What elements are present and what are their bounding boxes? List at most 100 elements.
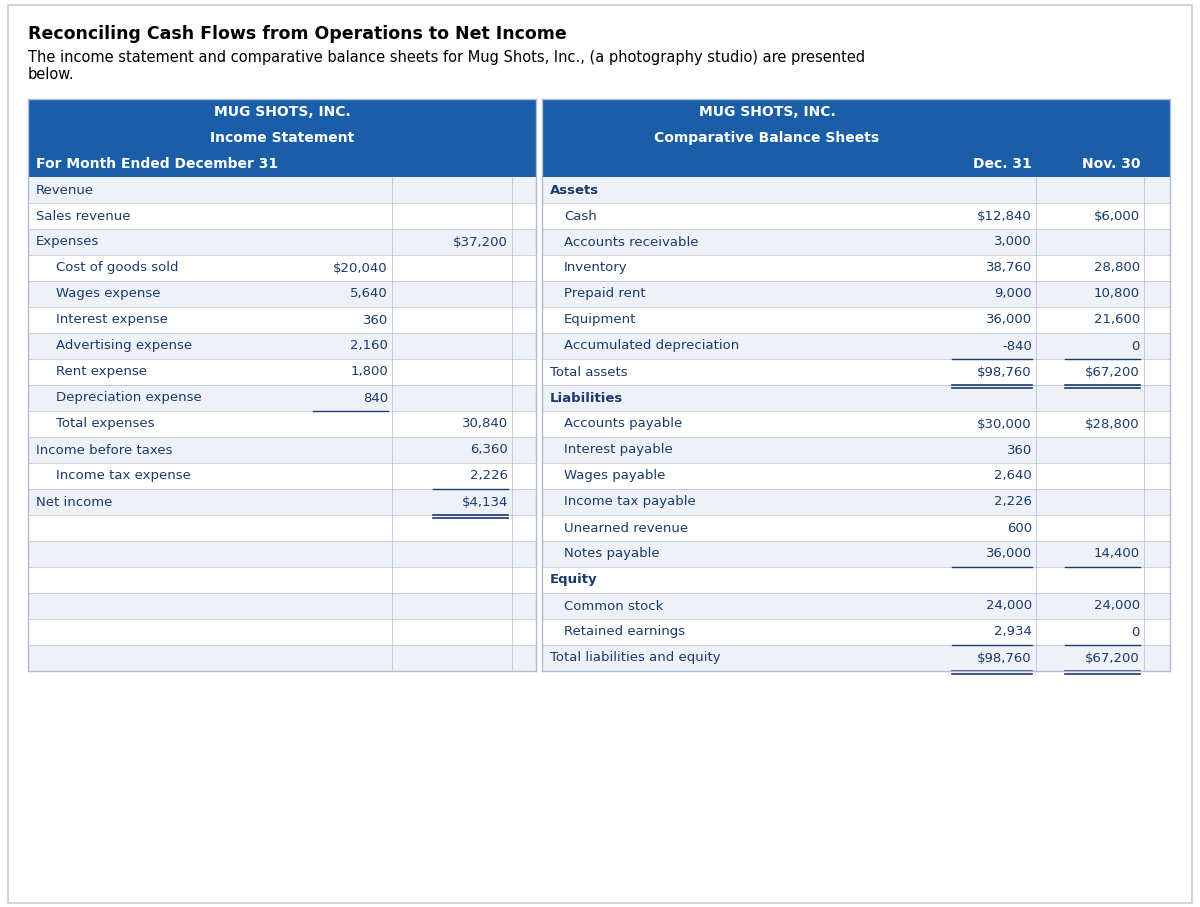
FancyBboxPatch shape [542, 541, 1170, 567]
Text: MUG SHOTS, INC.: MUG SHOTS, INC. [214, 105, 350, 119]
FancyBboxPatch shape [542, 593, 1170, 619]
Text: $6,000: $6,000 [1094, 210, 1140, 222]
FancyBboxPatch shape [542, 229, 1170, 255]
Text: Retained earnings: Retained earnings [564, 626, 685, 639]
Text: $20,040: $20,040 [334, 261, 388, 275]
Text: 14,400: 14,400 [1094, 548, 1140, 561]
FancyBboxPatch shape [542, 385, 1170, 411]
Text: $12,840: $12,840 [977, 210, 1032, 222]
Text: below.: below. [28, 67, 74, 82]
Text: Cash: Cash [564, 210, 596, 222]
FancyBboxPatch shape [542, 359, 1170, 385]
Text: 36,000: 36,000 [986, 314, 1032, 327]
FancyBboxPatch shape [542, 489, 1170, 515]
Text: 3,000: 3,000 [995, 236, 1032, 249]
FancyBboxPatch shape [542, 463, 1170, 489]
FancyBboxPatch shape [542, 619, 1170, 645]
Text: $98,760: $98,760 [977, 651, 1032, 665]
Text: Accounts payable: Accounts payable [564, 417, 683, 431]
Text: 30,840: 30,840 [462, 417, 508, 431]
Text: $67,200: $67,200 [1085, 366, 1140, 378]
Text: 2,934: 2,934 [994, 626, 1032, 639]
FancyBboxPatch shape [542, 203, 1170, 229]
FancyBboxPatch shape [28, 307, 536, 333]
Text: 6,360: 6,360 [470, 444, 508, 456]
Text: Depreciation expense: Depreciation expense [56, 392, 202, 405]
FancyBboxPatch shape [28, 593, 536, 619]
Text: 840: 840 [362, 392, 388, 405]
Text: Nov. 30: Nov. 30 [1081, 157, 1140, 171]
Text: Wages expense: Wages expense [56, 288, 161, 300]
Text: Interest expense: Interest expense [56, 314, 168, 327]
Text: $28,800: $28,800 [1085, 417, 1140, 431]
Text: Unearned revenue: Unearned revenue [564, 522, 688, 534]
FancyBboxPatch shape [28, 385, 536, 411]
Text: Assets: Assets [550, 183, 599, 197]
Text: 38,760: 38,760 [985, 261, 1032, 275]
FancyBboxPatch shape [28, 359, 536, 385]
FancyBboxPatch shape [28, 333, 536, 359]
Text: 21,600: 21,600 [1093, 314, 1140, 327]
Text: Inventory: Inventory [564, 261, 628, 275]
Text: 2,640: 2,640 [995, 470, 1032, 483]
Text: $98,760: $98,760 [977, 366, 1032, 378]
FancyBboxPatch shape [542, 437, 1170, 463]
Text: Income Statement: Income Statement [210, 131, 354, 145]
Text: 0: 0 [1132, 626, 1140, 639]
FancyBboxPatch shape [542, 255, 1170, 281]
Text: Interest payable: Interest payable [564, 444, 673, 456]
Text: Total assets: Total assets [550, 366, 628, 378]
Text: Expenses: Expenses [36, 236, 100, 249]
FancyBboxPatch shape [542, 333, 1170, 359]
FancyBboxPatch shape [28, 255, 536, 281]
Text: 600: 600 [1007, 522, 1032, 534]
FancyBboxPatch shape [542, 645, 1170, 671]
FancyBboxPatch shape [542, 411, 1170, 437]
Text: Comparative Balance Sheets: Comparative Balance Sheets [654, 131, 880, 145]
Text: Equity: Equity [550, 573, 598, 587]
Text: For Month Ended December 31: For Month Ended December 31 [36, 157, 278, 171]
Text: Wages payable: Wages payable [564, 470, 665, 483]
Text: Income before taxes: Income before taxes [36, 444, 173, 456]
Text: Dec. 31: Dec. 31 [973, 157, 1032, 171]
Text: Net income: Net income [36, 495, 113, 509]
FancyBboxPatch shape [28, 567, 536, 593]
Text: 9,000: 9,000 [995, 288, 1032, 300]
Text: Advertising expense: Advertising expense [56, 339, 192, 353]
Text: 2,226: 2,226 [470, 470, 508, 483]
FancyBboxPatch shape [28, 281, 536, 307]
Text: 360: 360 [362, 314, 388, 327]
Text: 1,800: 1,800 [350, 366, 388, 378]
FancyBboxPatch shape [28, 645, 536, 671]
Text: MUG SHOTS, INC.: MUG SHOTS, INC. [698, 105, 835, 119]
Text: Accumulated depreciation: Accumulated depreciation [564, 339, 739, 353]
Text: Common stock: Common stock [564, 600, 664, 612]
FancyBboxPatch shape [28, 99, 536, 177]
Text: Cost of goods sold: Cost of goods sold [56, 261, 179, 275]
FancyBboxPatch shape [28, 619, 536, 645]
FancyBboxPatch shape [28, 541, 536, 567]
FancyBboxPatch shape [542, 307, 1170, 333]
FancyBboxPatch shape [28, 515, 536, 541]
Text: Rent expense: Rent expense [56, 366, 148, 378]
Text: Revenue: Revenue [36, 183, 94, 197]
Text: 5,640: 5,640 [350, 288, 388, 300]
Text: 24,000: 24,000 [986, 600, 1032, 612]
FancyBboxPatch shape [28, 489, 536, 515]
Text: Reconciling Cash Flows from Operations to Net Income: Reconciling Cash Flows from Operations t… [28, 25, 566, 43]
Text: 0: 0 [1132, 339, 1140, 353]
FancyBboxPatch shape [28, 203, 536, 229]
FancyBboxPatch shape [542, 515, 1170, 541]
FancyBboxPatch shape [542, 99, 1170, 177]
FancyBboxPatch shape [28, 437, 536, 463]
FancyBboxPatch shape [28, 463, 536, 489]
Text: $67,200: $67,200 [1085, 651, 1140, 665]
Text: The income statement and comparative balance sheets for Mug Shots, Inc., (a phot: The income statement and comparative bal… [28, 50, 865, 65]
Text: Total liabilities and equity: Total liabilities and equity [550, 651, 721, 665]
Text: 2,160: 2,160 [350, 339, 388, 353]
FancyBboxPatch shape [28, 177, 536, 203]
Text: Liabilities: Liabilities [550, 392, 623, 405]
FancyBboxPatch shape [542, 567, 1170, 593]
FancyBboxPatch shape [28, 411, 536, 437]
Text: 24,000: 24,000 [1094, 600, 1140, 612]
